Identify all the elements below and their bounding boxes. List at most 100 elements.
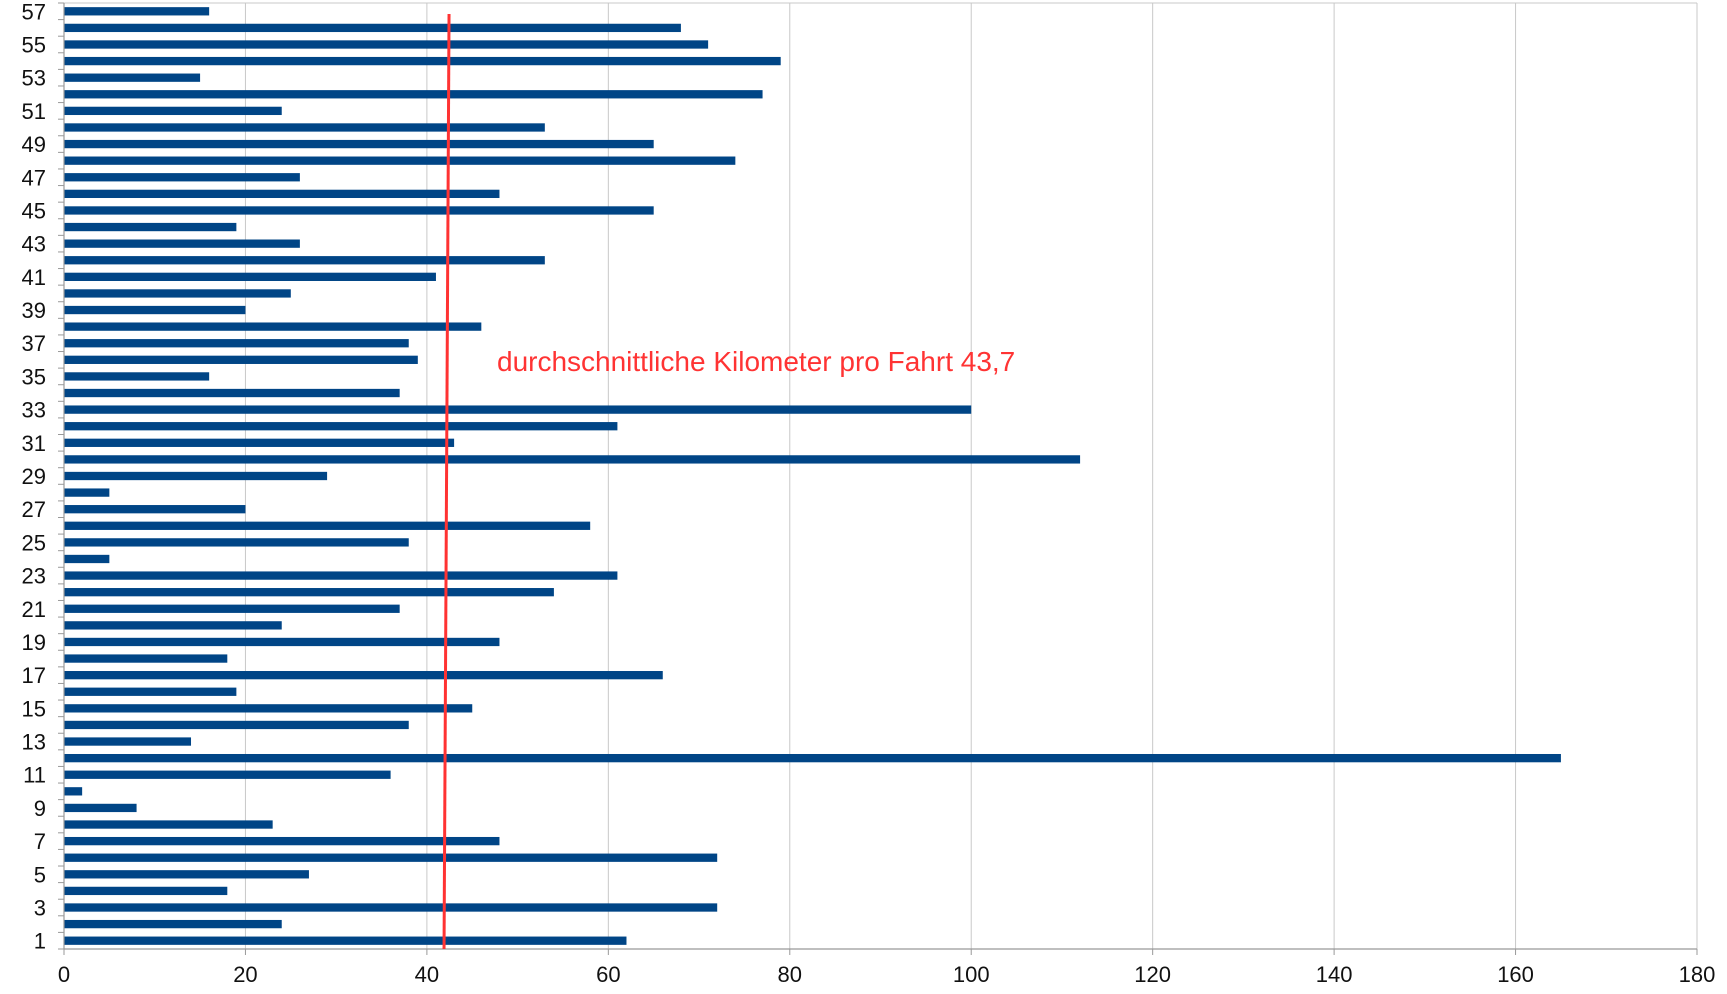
bar <box>64 56 781 66</box>
y-tick-label: 37 <box>22 331 46 356</box>
y-tick-label: 55 <box>22 32 46 57</box>
y-tick-label: 17 <box>22 663 46 688</box>
bar <box>64 239 300 248</box>
bar <box>64 488 110 497</box>
bar <box>64 538 409 547</box>
bar <box>64 671 663 680</box>
y-tick-label: 45 <box>22 198 46 223</box>
x-axis-tick-labels: 0 20 40 60 80 100 120 140 160 180 <box>58 962 1715 987</box>
x-tick-label: 180 <box>1679 962 1716 987</box>
bar <box>64 637 500 647</box>
y-tick-label: 5 <box>34 862 46 887</box>
y-tick-label: 43 <box>22 232 46 257</box>
bar <box>64 173 300 182</box>
y-tick-label: 11 <box>23 763 46 788</box>
bar <box>64 903 718 912</box>
bar <box>64 40 709 49</box>
bar <box>64 422 618 431</box>
bar <box>64 355 418 364</box>
y-tick-label: 41 <box>22 265 46 290</box>
x-tick-label: 140 <box>1316 962 1353 987</box>
bar <box>64 7 210 16</box>
bar <box>64 372 210 381</box>
y-tick-label: 23 <box>22 564 46 589</box>
y-axis-tick-labels: 1357911131517192123252729313335373941434… <box>22 0 46 954</box>
bar <box>64 73 201 82</box>
y-tick-label: 31 <box>22 431 46 456</box>
bar <box>64 737 192 746</box>
bar <box>64 438 455 447</box>
y-tick-label: 27 <box>22 497 46 522</box>
y-tick-label: 57 <box>22 0 46 24</box>
bar <box>64 621 282 630</box>
bar <box>64 23 681 33</box>
bar <box>64 206 654 215</box>
x-tick-label: 60 <box>596 962 620 987</box>
bar <box>64 471 328 481</box>
y-tick-label: 13 <box>22 730 46 755</box>
bar <box>64 123 545 132</box>
bar <box>64 405 972 414</box>
y-tick-label: 9 <box>34 796 46 821</box>
bar <box>64 305 246 315</box>
bar <box>64 787 83 796</box>
y-tick-label: 53 <box>22 66 46 91</box>
bar <box>64 919 282 929</box>
bar <box>64 256 545 265</box>
y-tick-label: 33 <box>22 398 46 423</box>
y-tick-label: 1 <box>34 929 46 954</box>
average-annotation: durchschnittliche Kilometer pro Fahrt 43… <box>497 346 1015 377</box>
bar <box>64 189 500 199</box>
y-tick-label: 29 <box>22 464 46 489</box>
bar <box>64 521 591 530</box>
bar <box>64 388 400 398</box>
bar <box>64 139 654 149</box>
bar <box>64 571 618 580</box>
bar <box>64 870 309 879</box>
x-tick-label: 100 <box>953 962 990 987</box>
y-tick-label: 19 <box>22 630 46 655</box>
bar <box>64 222 237 232</box>
bar <box>64 654 228 663</box>
bar <box>64 820 273 829</box>
bar <box>64 753 1561 763</box>
bar-series <box>64 7 1561 945</box>
bar <box>64 554 110 564</box>
x-tick-label: 160 <box>1497 962 1534 987</box>
y-tick-label: 3 <box>34 896 46 921</box>
x-tick-label: 80 <box>778 962 802 987</box>
y-tick-label: 51 <box>22 99 46 124</box>
bar <box>64 770 391 779</box>
x-tick-label: 20 <box>233 962 257 987</box>
bar <box>64 339 409 348</box>
bar <box>64 106 282 116</box>
y-tick-label: 7 <box>34 829 46 854</box>
average-reference-line <box>442 13 451 950</box>
bar <box>64 588 554 597</box>
y-tick-label: 39 <box>22 298 46 323</box>
bar <box>64 687 237 696</box>
bar <box>64 853 718 862</box>
bar <box>64 455 1081 464</box>
bar <box>64 604 400 613</box>
x-tick-label: 120 <box>1134 962 1171 987</box>
bar <box>64 704 473 713</box>
bar <box>64 90 763 99</box>
y-tick-label: 47 <box>22 165 46 190</box>
x-tick-label: 40 <box>415 962 439 987</box>
bar <box>64 505 246 514</box>
y-tick-label: 35 <box>22 364 46 389</box>
bar <box>64 936 627 945</box>
y-tick-label: 49 <box>22 132 46 157</box>
bar <box>64 289 291 298</box>
bar <box>64 886 228 896</box>
bar <box>64 322 482 331</box>
y-tick-label: 25 <box>22 530 46 555</box>
y-tick-label: 21 <box>22 597 46 622</box>
bar <box>64 720 409 730</box>
y-tick-label: 15 <box>22 696 46 721</box>
bar <box>64 272 436 281</box>
axes <box>58 2 1698 955</box>
bar <box>64 803 137 813</box>
